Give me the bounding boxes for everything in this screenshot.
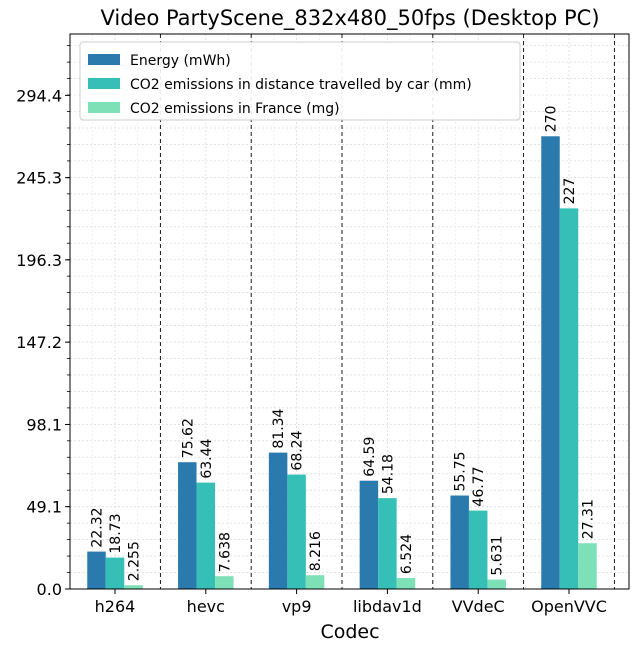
x-tick-label: h264 bbox=[95, 597, 136, 616]
data-label: 63.44 bbox=[199, 438, 215, 478]
x-tick-label: OpenVVC bbox=[531, 597, 607, 616]
legend-swatch bbox=[88, 102, 120, 113]
data-label: 75.62 bbox=[180, 418, 196, 458]
bar bbox=[305, 575, 325, 589]
data-label: 81.34 bbox=[271, 408, 287, 448]
y-tick-label: 0.0 bbox=[37, 580, 62, 599]
data-label: 227 bbox=[562, 178, 578, 205]
plot-frame bbox=[69, 33, 630, 590]
x-axis-title: Codec bbox=[320, 621, 379, 643]
bar bbox=[178, 462, 197, 589]
bar bbox=[450, 495, 469, 589]
bars bbox=[87, 136, 597, 590]
y-tick-label: 245.3 bbox=[16, 169, 62, 188]
data-label: 18.73 bbox=[108, 514, 124, 554]
data-label: 6.524 bbox=[399, 534, 415, 574]
y-tick-label: 98.1 bbox=[26, 416, 62, 435]
data-label: 68.24 bbox=[290, 430, 306, 470]
bar bbox=[105, 557, 125, 589]
legend: Energy (mWh) CO2 emissions in distance tr… bbox=[79, 41, 521, 121]
legend-label: CO2 emissions in France (mg) bbox=[130, 101, 340, 117]
bar bbox=[578, 543, 597, 589]
data-label: 7.638 bbox=[217, 532, 233, 572]
data-label: 55.75 bbox=[453, 451, 469, 491]
data-label: 270 bbox=[544, 106, 560, 133]
data-label: 5.631 bbox=[490, 535, 506, 575]
x-tick-label: VVdeC bbox=[452, 597, 505, 616]
y-tick-label: 294.4 bbox=[16, 86, 62, 105]
data-label: 27.31 bbox=[581, 499, 597, 539]
bar bbox=[87, 551, 106, 589]
bar bbox=[359, 480, 379, 589]
bar bbox=[396, 578, 416, 589]
data-label: 8.216 bbox=[308, 531, 324, 571]
bar bbox=[196, 482, 216, 589]
y-tick-label: 147.2 bbox=[16, 333, 62, 352]
data-label: 46.77 bbox=[471, 466, 487, 506]
bar bbox=[468, 510, 488, 589]
legend-label: Energy (mWh) bbox=[130, 53, 231, 69]
data-labels: 22.32 75.62 81.34 64.59 55.75 270 18.73 63.44 68… bbox=[90, 106, 597, 582]
data-label: 54.18 bbox=[380, 454, 396, 494]
bar bbox=[215, 576, 234, 589]
data-label: 2.255 bbox=[127, 541, 143, 581]
grid bbox=[70, 34, 629, 589]
axes: 0.0 49.1 98.1 147.2 196.3 245.3 294.4 h264 hevc v… bbox=[16, 45, 607, 616]
x-tick-label: libdav1d bbox=[353, 597, 422, 616]
y-tick-label: 49.1 bbox=[26, 498, 62, 517]
bar bbox=[268, 452, 288, 589]
legend-swatch bbox=[88, 78, 120, 89]
bar bbox=[378, 498, 397, 589]
legend-swatch bbox=[88, 54, 120, 65]
legend-label: CO2 emissions in distance travelled by c… bbox=[130, 77, 472, 93]
bar bbox=[287, 474, 306, 589]
y-tick-label: 196.3 bbox=[16, 251, 62, 270]
x-tick-label: vp9 bbox=[282, 597, 312, 616]
legend-box bbox=[79, 41, 521, 121]
chart-title: Video PartyScene_832x480_50fps (Desktop … bbox=[100, 6, 599, 31]
bar bbox=[541, 136, 560, 590]
bar bbox=[559, 208, 579, 589]
bar bbox=[487, 579, 506, 589]
data-label: 64.59 bbox=[362, 437, 378, 477]
x-tick-label: hevc bbox=[187, 597, 225, 616]
group-separators bbox=[159, 34, 615, 589]
bar bbox=[124, 585, 143, 589]
data-label: 22.32 bbox=[90, 507, 106, 547]
